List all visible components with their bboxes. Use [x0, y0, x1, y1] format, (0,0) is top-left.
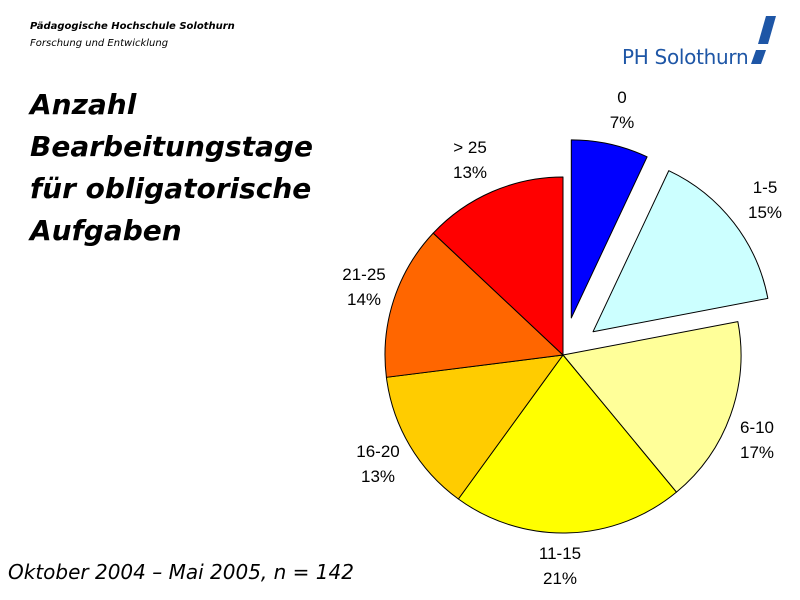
pie-slice [570, 139, 648, 319]
slice-percent-label: 15% [748, 203, 782, 222]
pie-slice [384, 232, 564, 378]
slice-category-label: 6-10 [740, 418, 774, 437]
pie-slice [457, 354, 677, 534]
slice-percent-label: 14% [347, 290, 381, 309]
footnote: Oktober 2004 – Mai 2005, n = 142 [8, 560, 354, 584]
title-line: Bearbeitungstage [30, 130, 313, 163]
pie-slice [385, 354, 564, 500]
title-line: Anzahl [30, 88, 137, 121]
department-name: Forschung und Entwicklung [30, 38, 169, 49]
slice-percent-label: 13% [361, 467, 395, 486]
ph-solothurn-logo: PH Solothurn [600, 14, 780, 70]
pie-slice [432, 176, 564, 356]
slice-percent-label: 7% [610, 113, 635, 132]
slice-category-label: > 25 [453, 138, 487, 157]
slice-percent-label: 17% [740, 443, 774, 462]
slice-category-label: 21-25 [342, 265, 385, 284]
slice-category-label: 1-5 [753, 178, 778, 197]
logo-text: PH Solothurn [622, 45, 749, 69]
slide-title: Anzahl Bearbeitungstage für obligatorisc… [30, 84, 330, 252]
title-line: Aufgaben [30, 214, 182, 247]
slice-percent-label: 13% [453, 163, 487, 182]
slice-percent-label: 21% [543, 569, 577, 588]
logo-slash-icon [751, 16, 776, 64]
slice-category-label: 16-20 [356, 442, 399, 461]
title-line: für obligatorische [30, 172, 312, 205]
institution-name: Pädagogische Hochschule Solothurn [30, 21, 235, 32]
pie-slice [562, 321, 742, 493]
slice-category-label: 11-15 [539, 544, 581, 563]
slice-category-label: 0 [617, 88, 626, 107]
pie-slice [592, 170, 769, 333]
